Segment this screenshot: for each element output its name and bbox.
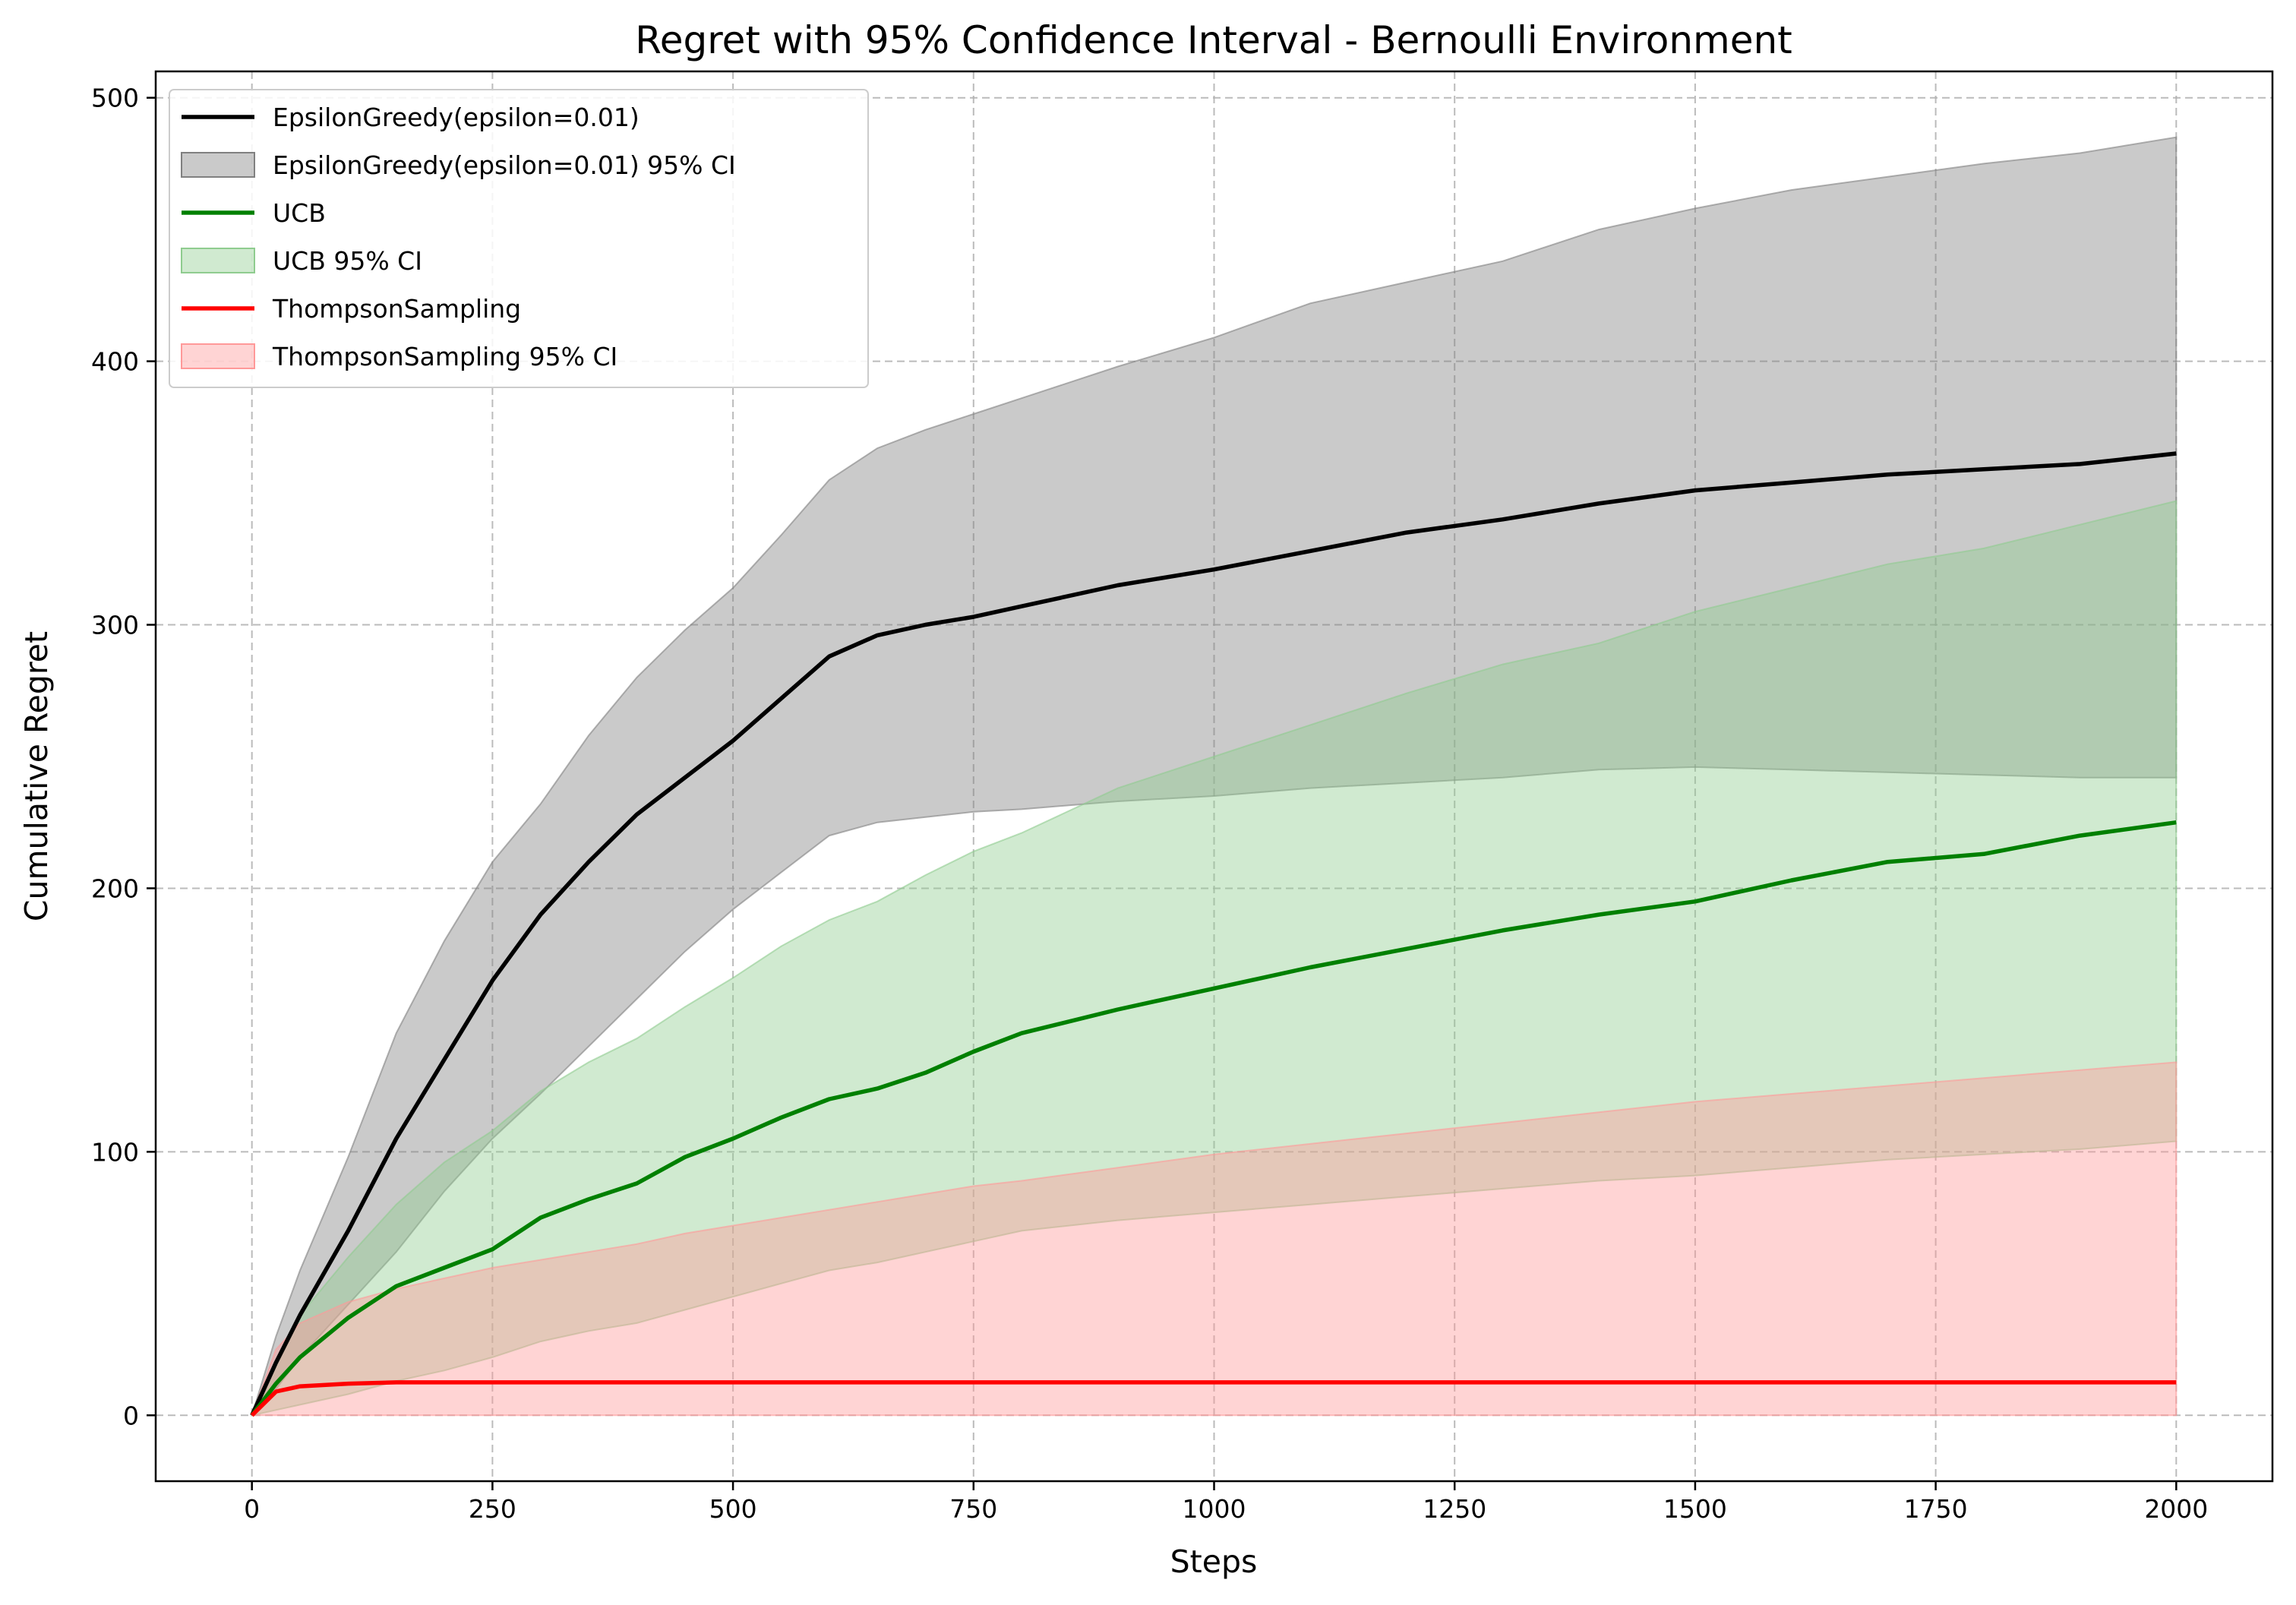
y-tick-label-5: 500	[91, 84, 139, 113]
series-line-1	[250, 820, 2177, 1417]
ci-band-2	[251, 1061, 2178, 1417]
x-tick-label-3: 750	[949, 1494, 997, 1524]
y-tick-label-4: 400	[91, 347, 139, 377]
chart-title: Regret with 95% Confidence Interval - Be…	[635, 18, 1792, 62]
confidence-bands	[250, 136, 2178, 1417]
y-axis-label: Cumulative Regret	[18, 631, 55, 921]
x-tick-label-5: 1250	[1423, 1494, 1486, 1524]
x-tick-label-4: 1000	[1183, 1494, 1246, 1524]
x-tick-label-0: 0	[244, 1494, 260, 1524]
legend-label-3: UCB 95% CI	[273, 246, 422, 276]
y-tick-label-2: 200	[91, 874, 139, 903]
series-line-2	[250, 1380, 2177, 1417]
ci-band-1	[250, 500, 2178, 1417]
x-tick-label-1: 250	[469, 1494, 516, 1524]
legend-swatch-5	[181, 343, 255, 369]
legend-label-0: EpsilonGreedy(epsilon=0.01)	[273, 103, 640, 132]
legend-label-2: UCB	[273, 198, 326, 228]
x-tick-label-8: 2000	[2144, 1494, 2208, 1524]
legend-box	[169, 89, 869, 388]
legend-swatch-1	[181, 152, 255, 178]
legend-label-5: ThompsonSampling 95% CI	[272, 342, 617, 371]
x-tick-label-2: 500	[709, 1494, 757, 1524]
legend-label-1: EpsilonGreedy(epsilon=0.01) 95% CI	[273, 150, 736, 180]
x-axis-ticks: 0 250 500 750 1000 1250 1500 1750 2000	[244, 1481, 2208, 1524]
legend-swatch-3	[181, 248, 255, 273]
y-tick-label-1: 100	[91, 1137, 139, 1167]
y-tick-label-3: 300	[91, 611, 139, 640]
y-tick-label-0: 0	[123, 1401, 139, 1430]
legend: EpsilonGreedy(epsilon=0.01) EpsilonGreedy…	[169, 89, 869, 388]
x-axis-label: Steps	[1170, 1543, 1258, 1580]
y-axis-ticks: 0 100 200 300 400 500	[91, 84, 156, 1430]
x-tick-label-6: 1500	[1663, 1494, 1727, 1524]
legend-label-4: ThompsonSampling	[272, 294, 521, 324]
ci-band-0	[251, 136, 2178, 1416]
series-lines	[250, 451, 2177, 1417]
series-line-0	[250, 451, 2177, 1417]
x-tick-label-7: 1750	[1904, 1494, 1968, 1524]
